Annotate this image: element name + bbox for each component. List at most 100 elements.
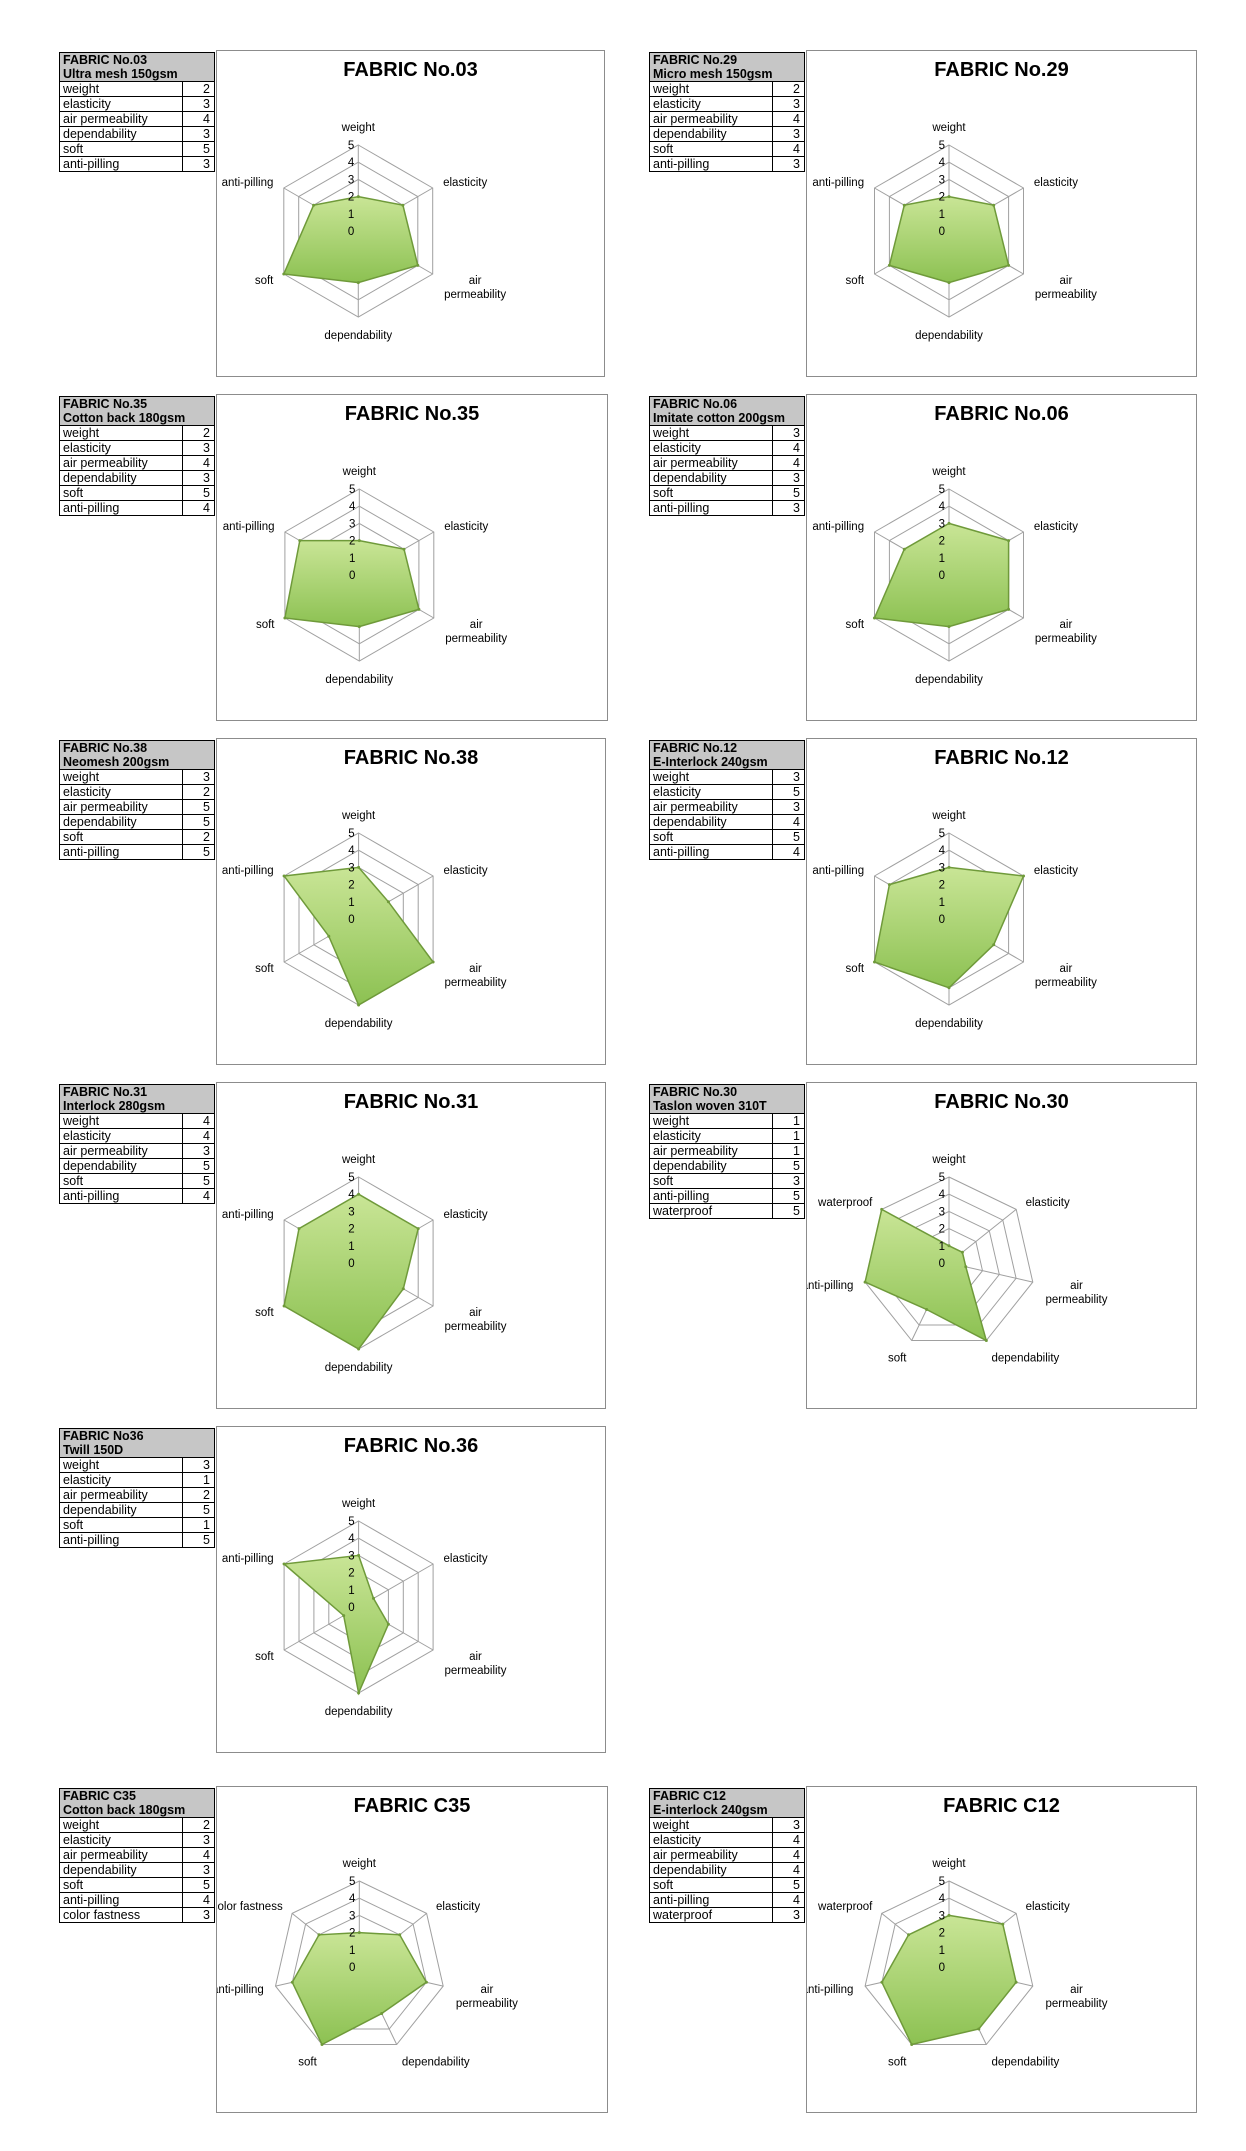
data-point — [357, 1691, 361, 1695]
property-name: waterproof — [650, 1204, 773, 1218]
property-value: 5 — [203, 800, 210, 814]
axis-label-anti-pilling: anti-pilling — [223, 521, 275, 533]
property-value: 5 — [793, 1878, 800, 1892]
tick-label: 0 — [348, 226, 354, 238]
spec-table-subtitle: Twill 150D — [63, 1443, 124, 1457]
spec-table-header: FABRIC No.03 Ultra mesh 150gsm — [60, 53, 214, 82]
radar-svg: 0 1 2 3 4 5 weight elasticity air permeability dep… — [222, 810, 507, 1030]
data-point — [357, 1192, 361, 1196]
data-point — [401, 203, 405, 207]
data-point — [907, 1933, 911, 1937]
tick-label: 3 — [349, 518, 355, 530]
spec-table-title: FABRIC C35 — [63, 1789, 136, 1803]
spec-table-row: elasticity 1 — [650, 1128, 804, 1143]
property-name: soft — [60, 1878, 183, 1892]
data-polygon — [282, 1554, 390, 1696]
tick-label: 4 — [349, 501, 356, 513]
property-value: 4 — [793, 1833, 800, 1847]
property-name: elasticity — [60, 97, 183, 111]
property-value: 3 — [203, 1833, 210, 1847]
tick-label: 3 — [348, 862, 354, 874]
property-value: 5 — [203, 1533, 210, 1547]
property-name: dependability — [60, 1503, 183, 1517]
property-name: elasticity — [650, 785, 773, 799]
radar-chart: FABRIC No.29 0 1 2 3 4 5 weight elasticity air per… — [806, 50, 1197, 377]
property-name: elasticity — [60, 1129, 183, 1143]
spec-table-body: weight 2 elasticity 3 air permeability 4 depen… — [650, 82, 804, 171]
spec-table-row: dependability 4 — [650, 1862, 804, 1877]
spec-table-row: air permeability 5 — [60, 799, 214, 814]
property-name: dependability — [650, 815, 773, 829]
radar-svg: 0 1 2 3 4 5 weight elasticity air permeability dep… — [812, 466, 1097, 686]
property-name: anti-pilling — [60, 501, 183, 515]
property-name: soft — [650, 830, 773, 844]
tick-label: 1 — [349, 553, 355, 565]
property-name: soft — [650, 1878, 773, 1892]
data-point — [947, 521, 951, 525]
property-name: anti-pilling — [60, 157, 183, 171]
spec-table-subtitle: E-Interlock 240gsm — [653, 755, 768, 769]
tick-label: 5 — [348, 1516, 354, 1528]
property-value: 4 — [793, 112, 800, 126]
property-name: weight — [60, 1458, 183, 1472]
data-point — [1007, 263, 1011, 267]
tick-label: 3 — [348, 174, 354, 186]
spec-table-row: soft 5 — [60, 485, 214, 500]
axis-label-air-permeability: air permeability — [1035, 275, 1097, 301]
spec-table: FABRIC No.29 Micro mesh 150gsm weight 2 elas… — [649, 52, 805, 172]
data-polygon — [291, 1931, 428, 2046]
spec-table-title: FABRIC No.29 — [653, 53, 738, 67]
axis-label-weight: weight — [341, 1498, 376, 1510]
spec-table-header: FABRIC No.31 Interlock 280gsm — [60, 1085, 214, 1114]
property-value: 5 — [203, 1174, 210, 1188]
property-value: 5 — [203, 1503, 210, 1517]
tick-label: 3 — [348, 1550, 354, 1562]
chart-title: FABRIC C12 — [943, 1795, 1060, 1817]
spec-table-row: color fastness 3 — [60, 1907, 214, 1922]
spec-table-title: FABRIC No.35 — [63, 397, 148, 411]
spec-table-row: anti-pilling 5 — [60, 844, 214, 859]
data-point — [1014, 1980, 1018, 1984]
data-point — [1001, 1922, 1005, 1926]
spec-table-row: elasticity 4 — [60, 1128, 214, 1143]
spec-table-body: weight 3 elasticity 1 air permeability 2 depen… — [60, 1458, 214, 1547]
property-name: elasticity — [60, 1473, 183, 1487]
spec-table-row: anti-pilling 5 — [650, 1188, 804, 1203]
spec-table-subtitle: Neomesh 200gsm — [63, 755, 170, 769]
property-value: 5 — [203, 845, 210, 859]
data-polygon — [864, 1208, 988, 1342]
spec-table-row: weight 3 — [650, 1818, 804, 1832]
spec-table-row: weight 3 — [650, 770, 804, 784]
data-point — [977, 2027, 981, 2031]
spec-table: FABRIC No.03 Ultra mesh 150gsm weight 2 elas… — [59, 52, 215, 172]
spec-table-row: weight 1 — [650, 1114, 804, 1128]
data-point — [880, 1207, 884, 1211]
tick-label: 0 — [939, 226, 945, 238]
property-value: 3 — [793, 1908, 800, 1922]
chart-title: FABRIC C35 — [353, 1795, 471, 1817]
property-value: 5 — [793, 486, 800, 500]
property-name: air permeability — [60, 1144, 183, 1158]
tick-label: 2 — [348, 1568, 354, 1580]
property-value: 4 — [203, 1189, 210, 1203]
axis-label-soft: soft — [888, 2056, 907, 2068]
axis-label-soft: soft — [888, 1352, 907, 1364]
spec-table-title: FABRIC C12 — [653, 1789, 726, 1803]
data-point — [947, 1244, 951, 1248]
axis-label-anti-pilling: anti-pilling — [812, 521, 864, 533]
data-polygon — [888, 195, 1010, 284]
axis-label-weight: weight — [931, 1858, 966, 1870]
property-name: elasticity — [60, 785, 183, 799]
property-name: soft — [60, 1518, 183, 1532]
axis-label-anti-pilling: anti-pilling — [812, 865, 864, 877]
tick-label: 4 — [348, 1533, 355, 1545]
chart-title: FABRIC No.12 — [934, 747, 1069, 769]
property-value: 3 — [793, 426, 800, 440]
property-name: waterproof — [650, 1908, 773, 1922]
property-value: 3 — [203, 157, 210, 171]
data-point — [984, 1339, 988, 1342]
axis-label-air-permeability: air permeability — [1046, 1280, 1108, 1306]
spec-table-row: anti-pilling 4 — [60, 1188, 214, 1203]
axis-label-elasticity: elasticity — [444, 1553, 488, 1565]
tick-label: 1 — [939, 553, 945, 565]
